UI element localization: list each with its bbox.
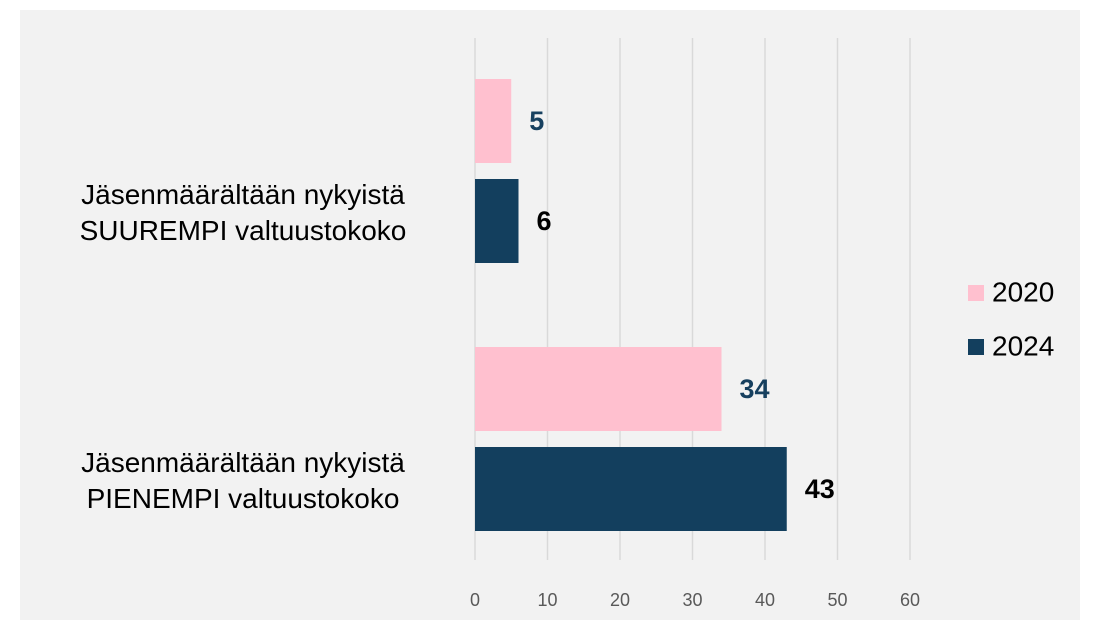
bar [475, 347, 722, 431]
category-label: Jäsenmäärältään nykyistä PIENEMPI valtuu… [81, 447, 405, 514]
bar [475, 179, 519, 263]
data-label: 5 [529, 106, 544, 136]
data-label: 6 [537, 206, 552, 236]
data-label: 43 [805, 474, 835, 504]
category-label: Jäsenmäärältään nykyistä SUUREMPI valtuu… [79, 179, 407, 246]
x-tick-label: 0 [470, 590, 480, 610]
bar [475, 447, 787, 531]
x-tick-label: 50 [827, 590, 847, 610]
x-tick-label: 20 [610, 590, 630, 610]
bar [475, 79, 512, 163]
x-tick-label: 10 [537, 590, 557, 610]
legend-swatch [968, 339, 984, 355]
x-tick-label: 30 [682, 590, 702, 610]
x-tick-label: 60 [900, 590, 920, 610]
legend-swatch [968, 285, 984, 301]
legend-label: 2020 [992, 276, 1054, 307]
legend-label: 2024 [992, 330, 1054, 361]
data-label: 34 [740, 374, 770, 404]
x-tick-label: 40 [755, 590, 775, 610]
